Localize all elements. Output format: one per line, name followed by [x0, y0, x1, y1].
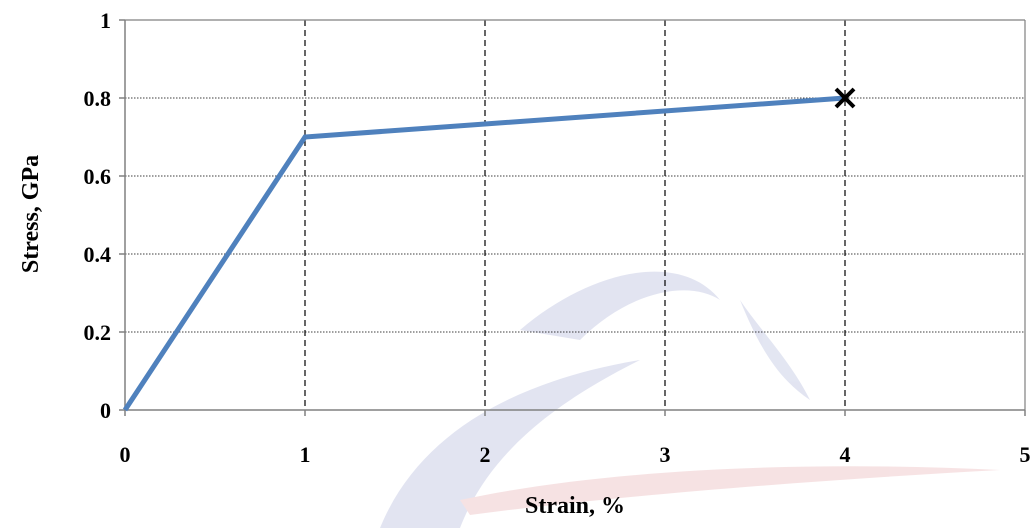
y-axis-title: Stress, GPa — [18, 155, 44, 273]
y-tick-label-4: 0.8 — [84, 86, 112, 111]
axes — [119, 19, 1026, 416]
y-tick-label-1: 0.2 — [84, 320, 112, 345]
failure-marker-stroke-2 — [834, 87, 856, 109]
x-tick-label-3: 3 — [660, 442, 671, 467]
series-layer — [122, 87, 856, 412]
x-tick-label-0: 0 — [120, 442, 131, 467]
y-tick-label-2: 0.4 — [84, 242, 112, 267]
x-tick-label-5: 5 — [1020, 442, 1031, 467]
series-line-0 — [122, 95, 846, 412]
x-axis-title: Strain, % — [525, 493, 625, 519]
failure-x-marker — [834, 87, 856, 109]
y-tick-label-3: 0.6 — [84, 164, 112, 189]
x-tick-label-2: 2 — [480, 442, 491, 467]
x-tick-label-1: 1 — [300, 442, 311, 467]
y-tick-label-0: 0 — [100, 398, 111, 423]
grid-lines — [125, 19, 1025, 410]
x-tick-label-4: 4 — [840, 442, 851, 467]
tick-labels: 0 0.2 0.4 0.6 0.8 1 0 1 2 3 4 5 — [84, 8, 1031, 467]
watermark-logo — [380, 271, 1000, 528]
y-tick-label-5: 1 — [100, 8, 111, 33]
